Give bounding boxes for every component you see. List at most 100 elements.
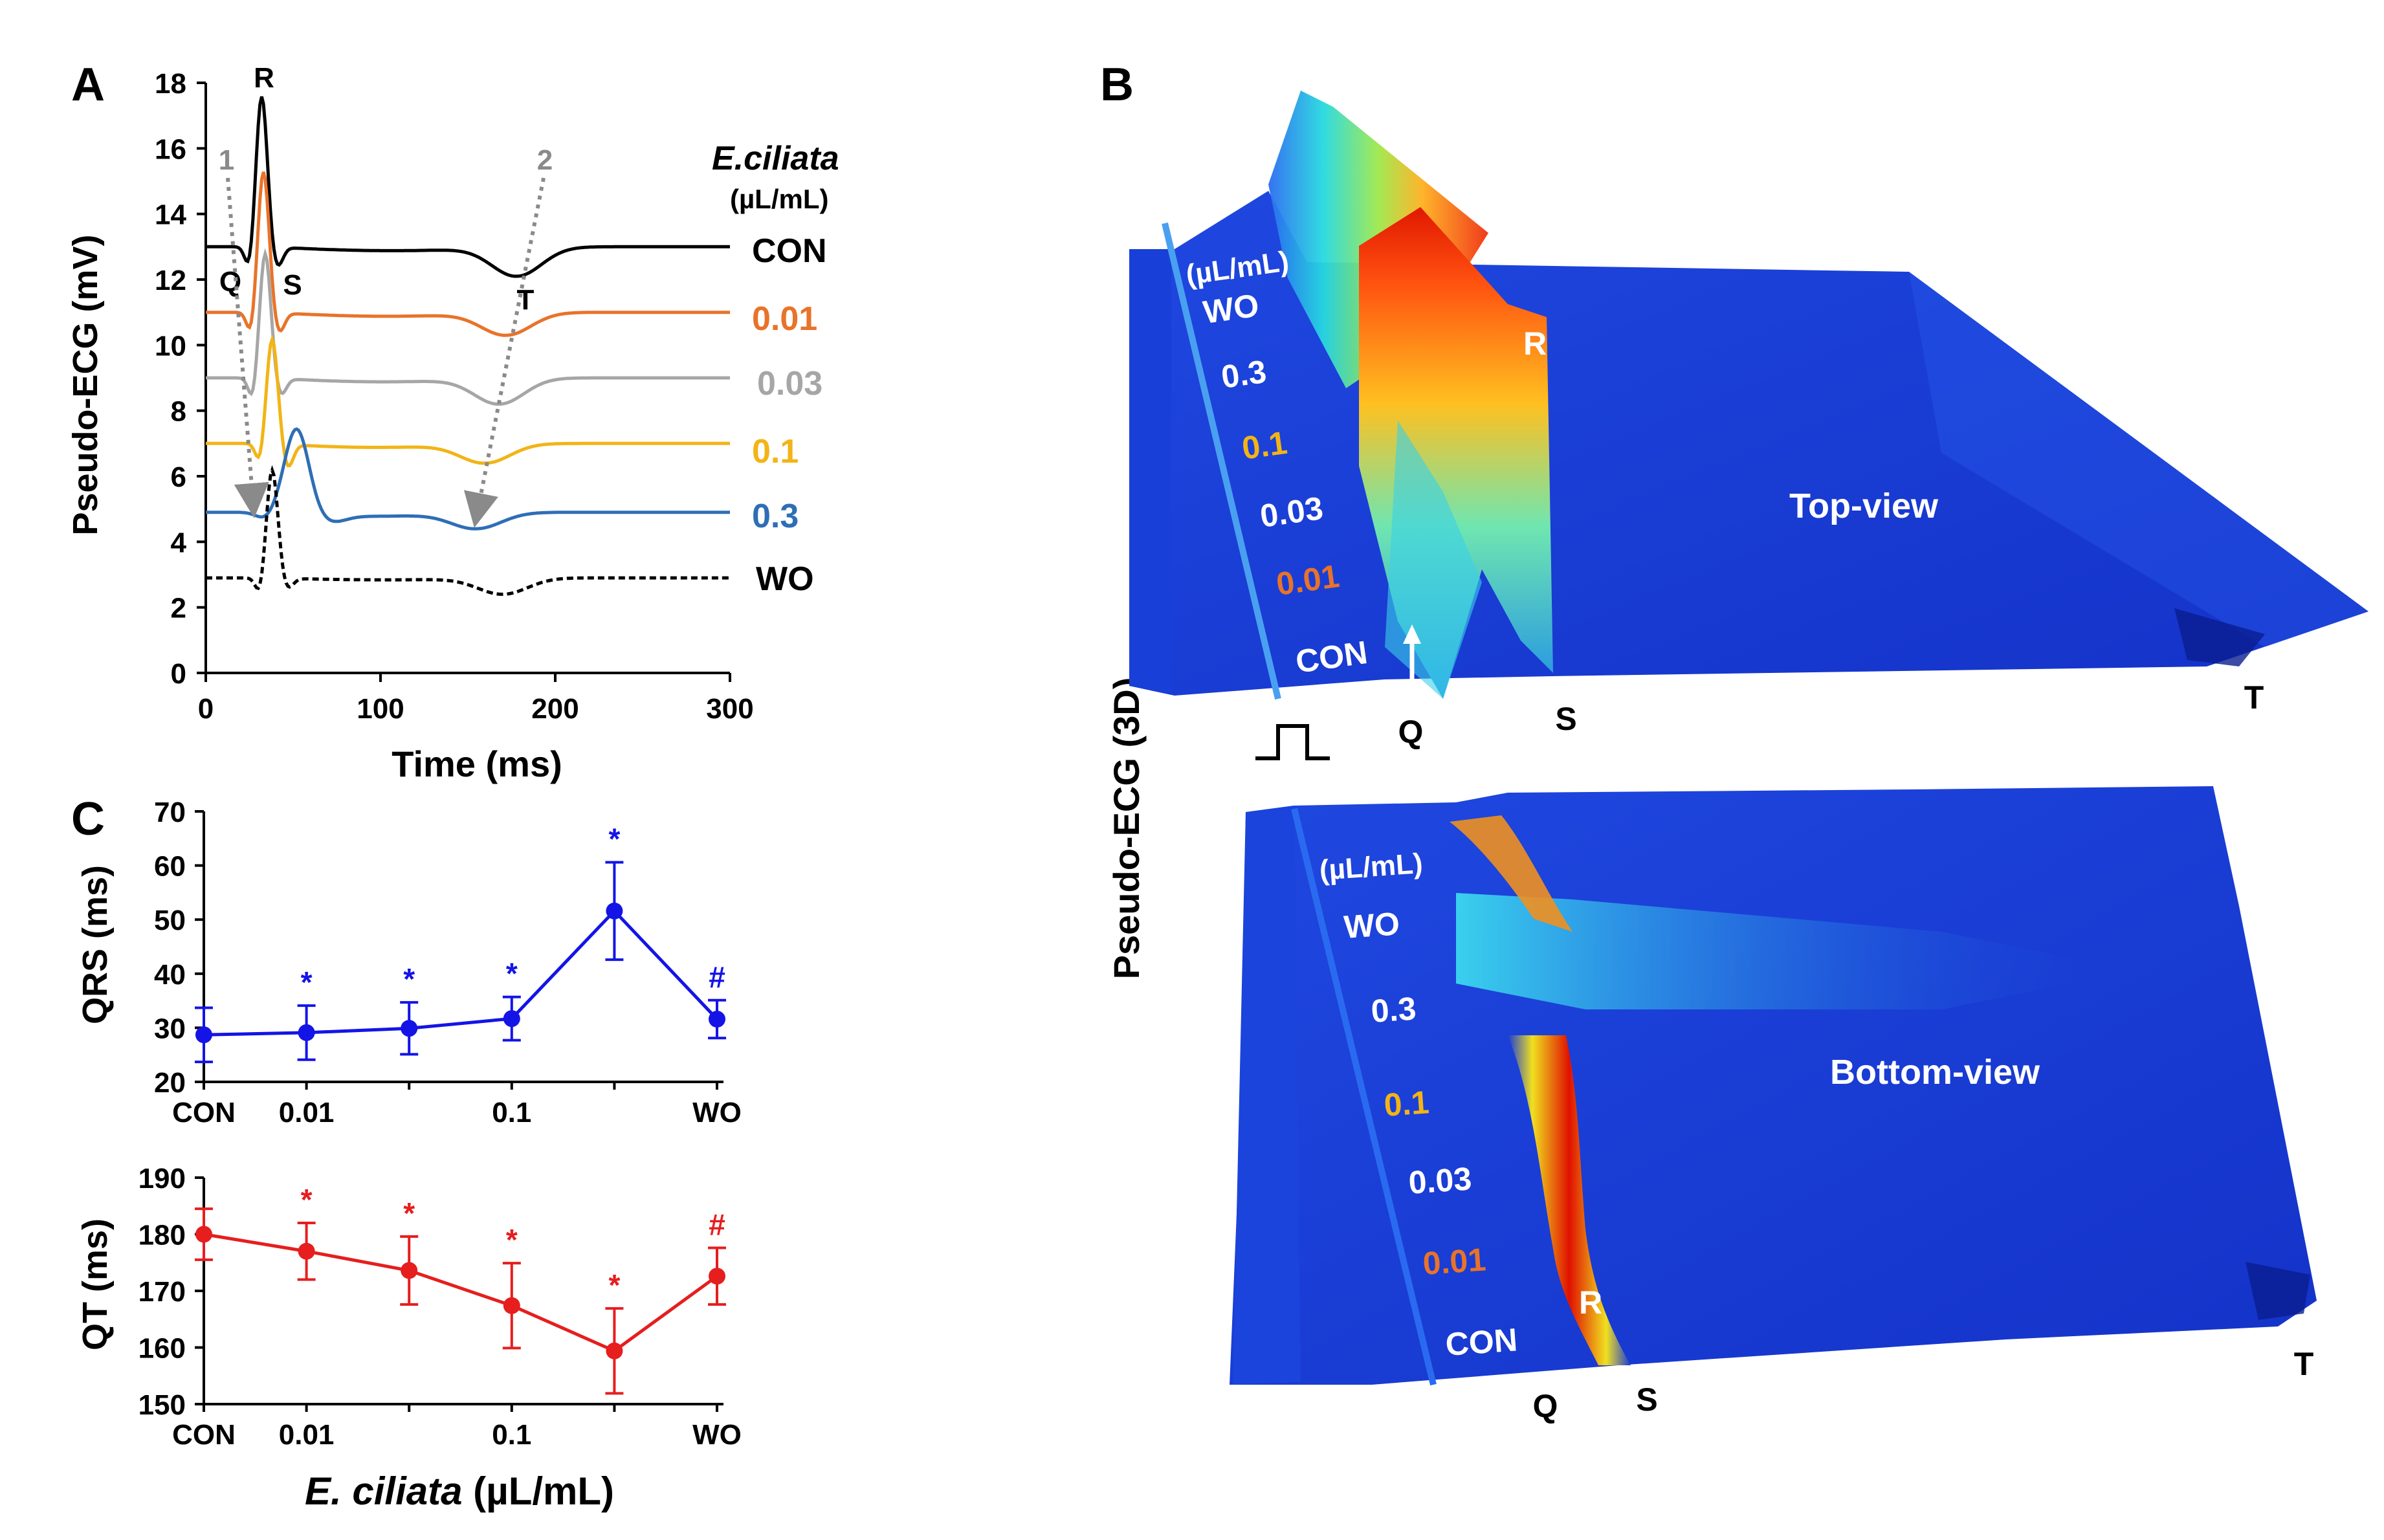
top-surface-shade-right [1909, 272, 2368, 647]
qt-ytick-label: 190 [138, 1163, 186, 1194]
qt-point [298, 1242, 315, 1260]
bottom-row-0-3: 0.3 [1370, 990, 1417, 1029]
panel-a-ytick-label: 8 [171, 396, 186, 428]
panel-c-xlabel: E. ciliata (µL/mL) [305, 1469, 614, 1513]
panel-c-xlabel-unit: (µL/mL) [462, 1469, 614, 1513]
qrs-ylabel: QRS (ms) [76, 865, 115, 1024]
qrs-xtick-label: CON [172, 1097, 236, 1128]
top-surface-left-wall [1129, 249, 1171, 692]
top-peak-r: R [1523, 325, 1547, 362]
qt-point [195, 1226, 212, 1243]
panel-a-xtick-label: 0 [198, 693, 214, 725]
qt-significance-marker: * [506, 1223, 518, 1257]
top-view-title: Top-view [1789, 487, 1939, 525]
qrs-ytick-label: 70 [154, 797, 186, 828]
legend-0-03: 0.03 [757, 365, 822, 402]
bottom-unit-label: (µL/mL) [1318, 848, 1424, 886]
bottom-band-top [1450, 815, 1573, 932]
ecg-trace-0-1 [206, 334, 730, 468]
stimulus-pulse-icon [1255, 724, 1330, 760]
qrs-significance-marker: * [301, 965, 313, 999]
qrs-ytick-label: 20 [154, 1067, 186, 1099]
bottom-band-main [1508, 1035, 1631, 1365]
qrs-xtick-label: 0.01 [279, 1097, 335, 1128]
up-arrow-head [1403, 624, 1421, 644]
top-peak-q: Q [1398, 714, 1424, 750]
bottom-row-con: CON [1444, 1321, 1519, 1363]
bottom-row-0-03: 0.03 [1407, 1160, 1473, 1201]
top-row-0-1: 0.1 [1240, 424, 1290, 467]
ecg-trace-wo [206, 465, 730, 596]
panel-a-xtick-label: 200 [531, 693, 579, 725]
panel-b-ylabel: Pseudo-ECG (3D) [1106, 677, 1147, 980]
legend-con: CON [752, 232, 827, 270]
panel-c-qrs-chart: 20 30 40 50 60 70 CON 0.01 0.1 WO * * * * # [154, 797, 742, 1128]
legend-0-01: 0.01 [752, 300, 817, 338]
qt-significance-marker: # [709, 1208, 725, 1242]
qt-ytick-label: 180 [138, 1220, 186, 1251]
ecg-trace-0-3 [206, 427, 730, 531]
bottom-row-0-1: 0.1 [1383, 1084, 1430, 1123]
qt-point [709, 1268, 725, 1285]
peak-label-q: Q [219, 266, 241, 298]
qt-xtick-label: CON [172, 1419, 236, 1451]
panel-a-ytick-label: 16 [155, 133, 186, 165]
panel-a-xlabel: Time (ms) [392, 743, 562, 784]
ecg-trace-con [206, 96, 730, 278]
qt-significance-marker: * [403, 1196, 415, 1230]
qt-xtick-label: WO [692, 1419, 742, 1451]
qrs-ytick-label: 40 [154, 959, 186, 991]
qt-line [203, 1233, 718, 1353]
qt-ylabel: QT (ms) [76, 1218, 115, 1350]
qrs-ytick-label: 50 [154, 905, 186, 936]
qt-point [503, 1297, 520, 1314]
qrs-xtick-label: WO [692, 1097, 742, 1128]
ecg-trace-0-03 [206, 248, 730, 406]
bottom-row-0-01: 0.01 [1422, 1241, 1487, 1282]
qrs-point [401, 1020, 418, 1037]
top-row-0-03: 0.03 [1258, 490, 1325, 534]
panel-a-ytick-label: 6 [171, 461, 186, 493]
legend-title: E.ciliata [712, 140, 839, 177]
qrs-ytick-label: 60 [154, 851, 186, 883]
qrs-xtick-label: 0.1 [492, 1097, 531, 1128]
qt-xtick-label: 0.01 [279, 1419, 335, 1451]
qrs-point [298, 1024, 315, 1041]
bottom-surface-left-strip [1233, 806, 1301, 1385]
arrow-label-1: 1 [219, 144, 234, 176]
arrow-2 [463, 177, 546, 528]
bottom-peak-t: T [2294, 1346, 2314, 1382]
panel-a-xtick-label: 300 [706, 693, 753, 725]
ecg-trace-0-01 [206, 171, 730, 337]
bottom-t-dip [2246, 1262, 2310, 1320]
qrs-point [606, 902, 623, 919]
panel-c-qt-chart: 150 160 170 180 190 CON 0.01 0.1 WO * * * * # [138, 1163, 742, 1451]
panel-c-xlabel-italic: E. ciliata [305, 1469, 462, 1513]
qt-ytick-label: 150 [138, 1389, 186, 1421]
legend-0-3: 0.3 [752, 498, 799, 535]
qrs-significance-marker: * [608, 822, 620, 856]
qrs-line [203, 908, 718, 1037]
top-surface-edge-strip [1162, 222, 1281, 700]
panel-a-ytick-label: 12 [155, 265, 186, 296]
qt-ytick-label: 160 [138, 1333, 186, 1365]
panel-a-ytick-label: 10 [155, 330, 186, 362]
qrs-point [195, 1026, 212, 1044]
panel-label-a: A [71, 59, 105, 111]
qt-xtick-label: 0.1 [492, 1419, 531, 1451]
panel-a-ytick-label: 2 [171, 593, 186, 624]
bottom-row-wo: WO [1343, 905, 1401, 945]
legend-0-1: 0.1 [752, 433, 799, 470]
panel-a-ytick-label: 14 [155, 199, 186, 231]
arrow-label-2: 2 [537, 144, 553, 176]
panel-label-c: C [71, 793, 105, 845]
panel-a-ytick-label: 4 [171, 527, 187, 558]
bottom-peak-r: R [1579, 1284, 1602, 1321]
qt-significance-marker: * [608, 1268, 620, 1302]
panel-a-ytick-label: 0 [171, 658, 186, 690]
qt-point [606, 1342, 623, 1359]
qrs-significance-marker: * [506, 957, 518, 991]
